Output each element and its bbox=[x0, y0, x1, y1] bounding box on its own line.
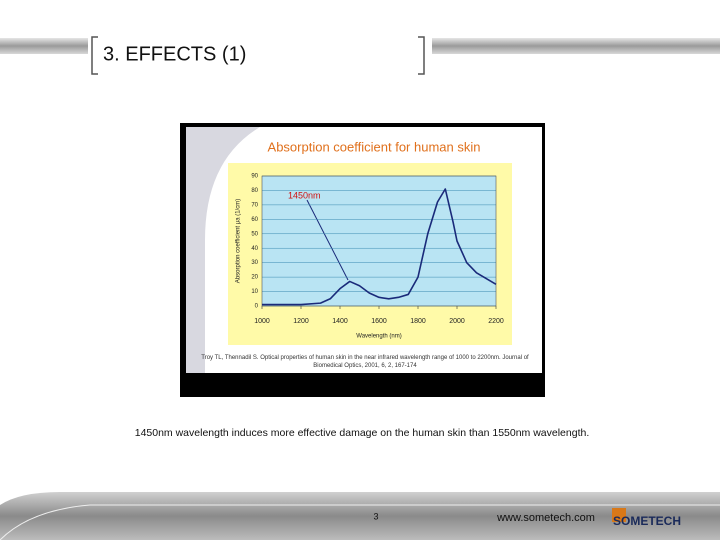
y-axis-label: Absorption coefficient μa (1/cm) bbox=[236, 199, 242, 283]
slide-title: 3. EFFECTS (1) bbox=[103, 43, 246, 65]
source-box: Troy TL, Thennadil S. Optical properties… bbox=[201, 355, 529, 369]
annotation-arrow bbox=[306, 199, 349, 281]
footer-deco bbox=[0, 504, 720, 540]
bracket bbox=[91, 36, 98, 75]
y-tick-label: 10 bbox=[251, 289, 258, 295]
y-tick-label: 70 bbox=[251, 202, 258, 208]
y-tick-label: 0 bbox=[255, 304, 259, 310]
y-tick-label: 90 bbox=[251, 174, 258, 180]
x-tick-label: 1400 bbox=[332, 318, 348, 325]
annotation: 1450nm bbox=[288, 190, 321, 200]
x-tick-label: 2000 bbox=[449, 318, 465, 325]
y-tick-label: 80 bbox=[251, 188, 258, 194]
header-bar bbox=[432, 38, 720, 54]
plot: 0 10 20 30 40 50 60 70 80 90 1000 1200 1400 1600 1800 2… bbox=[251, 174, 504, 325]
x-tick-label: 2200 bbox=[488, 318, 504, 325]
data-line bbox=[262, 188, 497, 306]
source: Troy TL, Thennadil S. Optical properties… bbox=[201, 355, 529, 369]
logo: SOMETECH bbox=[613, 514, 681, 528]
y-tick-label: 60 bbox=[251, 217, 258, 223]
x-tick-label: 1000 bbox=[254, 318, 270, 325]
x-tick-label: 1600 bbox=[371, 318, 387, 325]
bracket bbox=[418, 36, 425, 75]
x-tick-label: 1800 bbox=[410, 318, 426, 325]
image-deco bbox=[186, 127, 260, 373]
footer-bar bbox=[0, 492, 720, 540]
x-tick-label: 1200 bbox=[293, 318, 309, 325]
y-tick-label: 20 bbox=[251, 275, 258, 281]
url: www.sometech.com bbox=[496, 512, 595, 524]
logo-mark bbox=[612, 508, 626, 522]
caption: 1450nm wavelength induces more effective… bbox=[135, 427, 590, 439]
page-number: 3 bbox=[373, 511, 378, 521]
y-tick-label: 50 bbox=[251, 231, 258, 237]
header-bar bbox=[0, 38, 88, 54]
y-tick-label: 30 bbox=[251, 260, 258, 266]
chart-title: Absorption coefficient for human skin bbox=[268, 139, 481, 154]
plot-border bbox=[261, 175, 497, 307]
x-axis-label: Wavelength (nm) bbox=[356, 334, 401, 340]
y-tick-label: 40 bbox=[251, 246, 258, 252]
